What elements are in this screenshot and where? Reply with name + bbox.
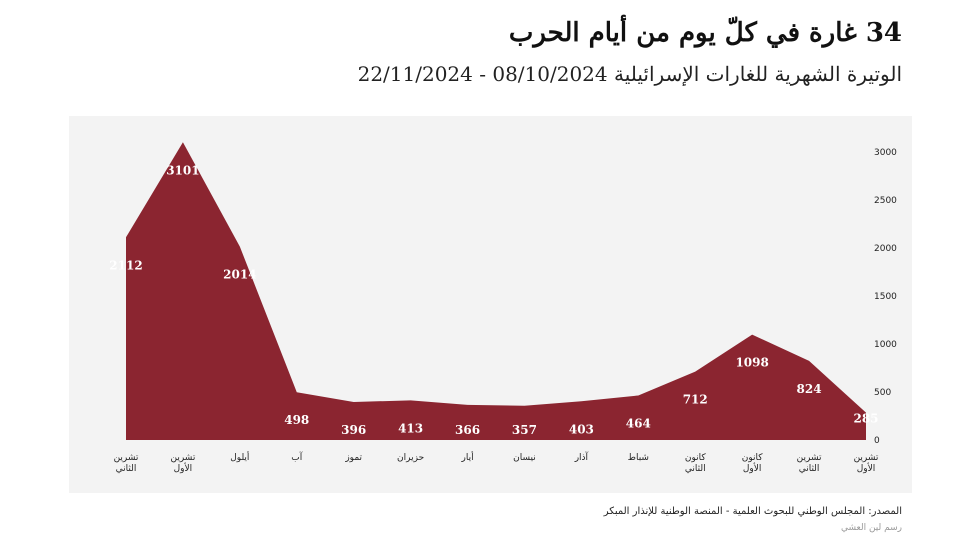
data-label: 1098 [735,356,768,370]
data-label: 285 [853,412,878,426]
x-tick-label: كانون الأول [742,453,764,474]
area-chart: 2112 3101 2014 498 396 413 366 357 403 464 712 1098… [109,142,897,474]
x-tick-label: نيسان [513,453,536,463]
y-tick-label: 0 [874,436,880,446]
x-tick-label: تشرين الأول [170,453,195,474]
x-tick-label: آذار [574,451,589,463]
data-label: 403 [569,422,594,436]
data-label: 2112 [109,258,142,272]
source-note: المصدر: المجلس الوطني للبحوث العلمية - ا… [603,506,902,517]
y-tick-label: 2000 [874,244,897,254]
credit-note: رسم لين العشي [840,523,902,533]
y-tick-label: 2500 [874,196,897,206]
x-tick-label: حزيران [397,453,424,463]
y-tick-label: 3000 [874,148,897,158]
chart-subtitle: الوتيرة الشهرية للغارات الإسرائيلية 08/1… [357,62,902,86]
data-label: 366 [455,423,480,437]
x-tick-label: تشرين الثاني [114,453,139,474]
data-label: 3101 [166,163,199,177]
y-tick-label: 1000 [874,340,897,350]
data-label: 498 [284,413,309,427]
data-label: 413 [398,421,423,435]
chart-panel: 2112 3101 2014 498 396 413 366 357 403 464 712 1098… [69,116,912,493]
data-label: 712 [683,393,708,407]
x-tick-label: أيلول [230,451,249,463]
x-tick-label: كانون الثاني [685,453,707,474]
y-tick-label: 1500 [874,292,897,302]
x-tick-label: تشرين الثاني [797,453,822,474]
x-tick-label: آب [291,451,302,463]
area-series [126,142,866,441]
data-label: 357 [512,423,537,437]
x-tick-label: تشرين الأول [854,453,879,474]
y-tick-label: 500 [874,388,891,398]
chart-title: 34 غارة في كلّ يوم من أيام الحرب [508,18,902,48]
data-label: 396 [341,423,366,437]
x-tick-label: أيار [460,451,473,463]
data-label: 824 [797,382,822,396]
x-tick-label: تموز [344,453,362,463]
data-label: 2014 [223,268,256,282]
data-label: 464 [626,416,651,430]
x-tick-label: شباط [628,453,649,463]
